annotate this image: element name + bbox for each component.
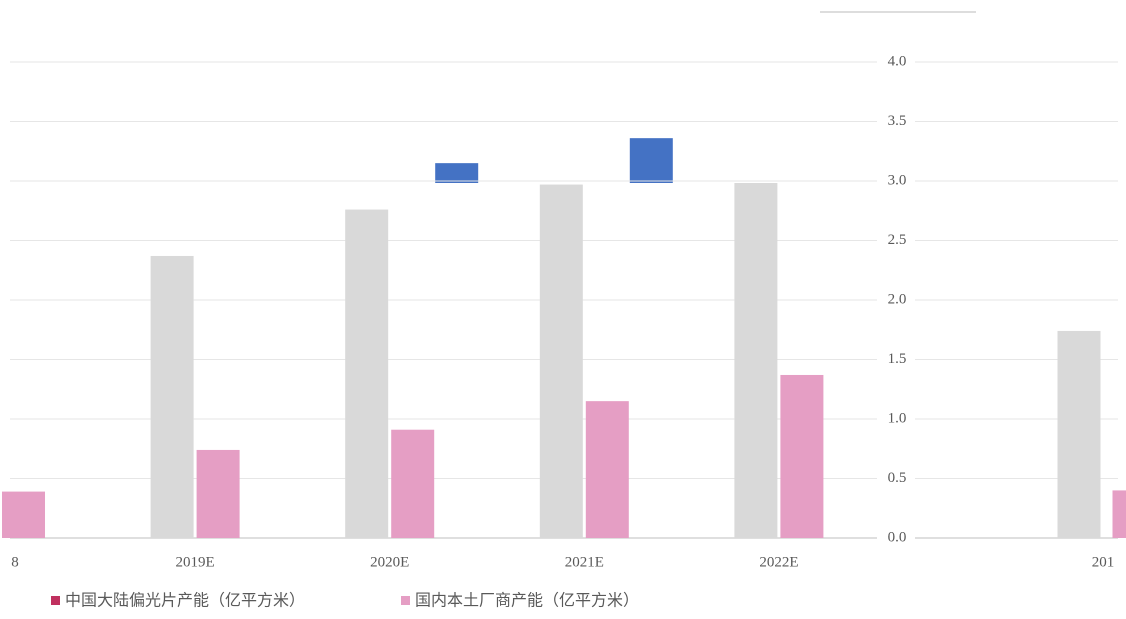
x-tick-label: 2022E xyxy=(759,554,798,570)
y-tick-label: 1.5 xyxy=(888,351,907,367)
right-chart: 0.0 0.5 1.0 1.5 2.0 2.5 3.0 3.5 4.0 201 xyxy=(888,53,1126,570)
x-tick-label: 2020E xyxy=(370,554,409,570)
bar xyxy=(780,374,824,538)
legend-label: 国内本土厂商产能（亿平方米） xyxy=(415,591,639,610)
bar xyxy=(734,183,778,538)
bar xyxy=(150,255,194,538)
bar xyxy=(196,449,240,538)
bar xyxy=(2,491,45,538)
legend-swatch xyxy=(401,596,410,605)
upper-layer xyxy=(435,138,673,183)
bar xyxy=(1057,330,1101,538)
y-tick-label: 4.0 xyxy=(888,53,907,69)
y-tick-label: 2.0 xyxy=(888,291,907,307)
y-tick-label: 0.0 xyxy=(888,529,907,545)
bar xyxy=(629,138,673,183)
y-tick-label: 3.0 xyxy=(888,172,907,188)
legend-label: 中国大陆偏光片产能（亿平方米） xyxy=(65,591,305,610)
bar xyxy=(1112,490,1126,538)
y-tick-label: 3.5 xyxy=(888,113,907,129)
bar xyxy=(435,163,479,183)
x-tick-label: 2019E xyxy=(176,554,215,570)
bar xyxy=(539,184,583,538)
left-chart: 8 2019E 2020E 2021E 2022E 中国大陆偏光片产能（亿平方米） 国内本土… xyxy=(2,61,877,610)
y-tick-label: 0.5 xyxy=(888,470,907,486)
bar xyxy=(585,401,629,538)
bar xyxy=(391,429,435,538)
x-tick-label: 2021E xyxy=(565,554,604,570)
x-tick-label: 201 xyxy=(1092,554,1115,570)
y-tick-label: 2.5 xyxy=(888,232,907,248)
x-tick-label: 8 xyxy=(11,554,19,570)
bar xyxy=(345,209,389,538)
y-tick-label: 1.0 xyxy=(888,410,907,426)
legend-swatch xyxy=(51,596,60,605)
